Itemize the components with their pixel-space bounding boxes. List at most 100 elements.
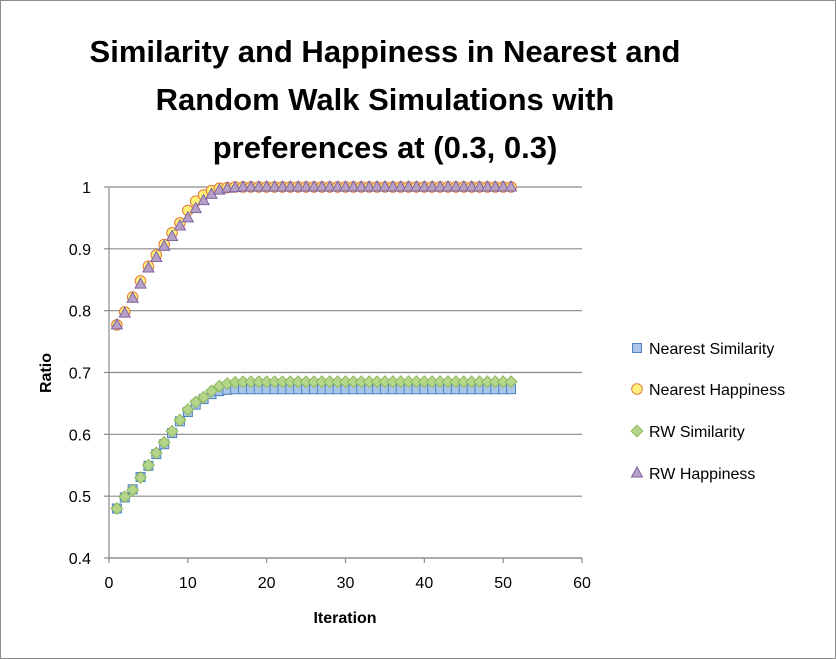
legend-label-circle: Nearest Happiness xyxy=(649,382,785,399)
point-triangle-46 xyxy=(465,179,478,192)
point-triangle-11 xyxy=(189,201,203,214)
series-diamond xyxy=(110,375,518,516)
point-triangle-39 xyxy=(410,179,423,192)
legend: Nearest Similarity Nearest Happiness RW Si… xyxy=(630,341,785,483)
point-triangle-47 xyxy=(473,179,486,192)
point-diamond-3 xyxy=(126,483,140,497)
y-tick-label-4: 0.8 xyxy=(69,304,91,321)
y-tick-label-0: 0.4 xyxy=(69,551,91,568)
point-triangle-26 xyxy=(307,179,321,192)
point-diamond-6 xyxy=(149,446,163,460)
point-diamond-13 xyxy=(204,384,218,398)
point-diamond-5 xyxy=(141,458,155,472)
point-triangle-15 xyxy=(220,181,234,193)
point-triangle-44 xyxy=(449,179,463,192)
point-triangle-27 xyxy=(315,179,329,192)
point-diamond-8 xyxy=(165,424,179,438)
point-triangle-45 xyxy=(457,179,471,192)
legend-label-diamond: RW Similarity xyxy=(649,424,745,441)
point-diamond-12 xyxy=(197,390,211,404)
point-triangle-33 xyxy=(362,179,376,192)
y-tick-labels: 0.4 0.5 0.6 0.7 0.8 0.9 1 xyxy=(69,180,91,568)
point-triangle-28 xyxy=(323,179,337,192)
point-triangle-49 xyxy=(488,179,502,192)
legend-marker-triangle xyxy=(630,465,644,478)
x-tick-labels: 0 10 20 30 40 50 60 xyxy=(105,575,591,592)
x-tick-label-0: 0 xyxy=(105,575,114,592)
point-diamond-51 xyxy=(504,375,518,389)
point-triangle-17 xyxy=(236,179,250,192)
point-triangle-6 xyxy=(149,250,163,262)
point-triangle-29 xyxy=(331,179,344,192)
series-circle xyxy=(111,181,517,331)
legend-label-triangle: RW Happiness xyxy=(649,466,755,483)
y-tick-label-2: 0.6 xyxy=(69,427,91,444)
point-triangle-1 xyxy=(110,317,124,330)
y-tick-label-6: 1 xyxy=(82,180,91,197)
legend-marker-diamond xyxy=(630,424,644,438)
point-triangle-2 xyxy=(118,306,132,318)
chart-title-line-1: Similarity and Happiness in Nearest and xyxy=(89,34,681,69)
point-diamond-11 xyxy=(189,395,203,409)
axes xyxy=(104,186,583,563)
x-axis-title: Iteration xyxy=(313,610,376,627)
point-triangle-35 xyxy=(378,179,392,192)
point-diamond-10 xyxy=(181,403,195,417)
point-diamond-7 xyxy=(157,435,171,449)
point-triangle-19 xyxy=(252,179,266,192)
point-triangle-21 xyxy=(268,179,281,192)
chart-title: Similarity and Happiness in Nearest and … xyxy=(40,28,730,172)
point-triangle-25 xyxy=(299,179,313,192)
point-triangle-18 xyxy=(244,179,258,192)
legend-marker-square xyxy=(632,343,642,353)
point-triangle-9 xyxy=(173,218,187,231)
series-triangle xyxy=(110,179,518,330)
point-triangle-24 xyxy=(291,179,305,192)
x-tick-label-4: 40 xyxy=(415,575,433,592)
point-triangle-43 xyxy=(441,179,455,192)
chart-title-line-3: preferences at (0.3, 0.3) xyxy=(212,130,558,165)
point-triangle-22 xyxy=(276,179,289,192)
point-triangle-7 xyxy=(157,239,171,251)
point-diamond-4 xyxy=(134,471,148,485)
point-triangle-8 xyxy=(165,229,179,241)
point-triangle-48 xyxy=(481,179,494,192)
point-triangle-31 xyxy=(347,179,360,192)
point-triangle-34 xyxy=(370,179,384,192)
point-triangle-51 xyxy=(504,179,518,192)
point-triangle-36 xyxy=(386,179,400,192)
legend-marker-circle xyxy=(631,383,643,395)
point-triangle-20 xyxy=(260,179,274,192)
point-diamond-1 xyxy=(110,502,124,516)
x-tick-label-1: 10 xyxy=(179,575,197,592)
point-triangle-40 xyxy=(417,179,431,192)
x-tick-label-2: 20 xyxy=(258,575,276,592)
chart-title-line-2: Random Walk Simulations with xyxy=(155,82,615,117)
point-triangle-50 xyxy=(496,179,510,192)
point-triangle-32 xyxy=(354,179,368,192)
y-tick-label-5: 0.9 xyxy=(69,242,91,259)
point-diamond-2 xyxy=(118,490,132,504)
point-diamond-9 xyxy=(173,413,187,427)
y-tick-label-3: 0.7 xyxy=(69,366,91,383)
y-tick-label-1: 0.5 xyxy=(69,489,91,506)
point-triangle-30 xyxy=(339,179,352,192)
x-tick-label-5: 50 xyxy=(494,575,512,592)
point-triangle-10 xyxy=(181,210,195,223)
point-triangle-38 xyxy=(402,179,415,192)
point-triangle-37 xyxy=(394,179,408,192)
point-triangle-5 xyxy=(142,260,155,273)
legend-label-square: Nearest Similarity xyxy=(649,341,774,358)
point-triangle-3 xyxy=(126,291,139,303)
point-triangle-12 xyxy=(197,193,210,206)
gridlines xyxy=(109,186,582,559)
data-series xyxy=(110,179,518,516)
point-triangle-4 xyxy=(134,277,147,289)
point-triangle-42 xyxy=(433,179,447,192)
x-tick-label-3: 30 xyxy=(337,575,355,592)
x-tick-label-6: 60 xyxy=(573,575,591,592)
y-axis-title: Ratio xyxy=(38,353,55,393)
series-square xyxy=(111,384,517,514)
